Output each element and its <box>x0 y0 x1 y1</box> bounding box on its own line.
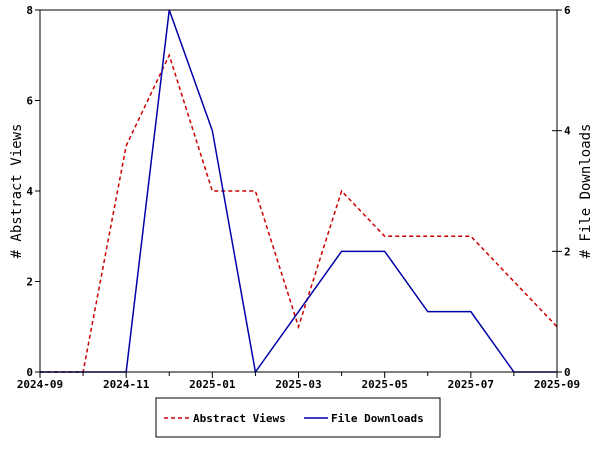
right-y-axis-ticks: 0 2 4 6 <box>552 4 571 379</box>
left-y-tick-label: 2 <box>26 276 33 289</box>
x-tick-label: 2025-09 <box>534 378 580 391</box>
legend-box <box>155 397 441 438</box>
left-y-tick-label: 0 <box>26 366 33 379</box>
x-tick-label: 2025-03 <box>275 378 321 391</box>
left-y-tick-label: 4 <box>26 185 33 198</box>
x-tick-label: 2024-11 <box>103 378 150 391</box>
legend-label-abstract-views: Abstract Views <box>193 412 286 425</box>
x-tick-label: 2024-09 <box>17 378 63 391</box>
x-tick-label: 2025-07 <box>448 378 494 391</box>
plot-area-frame <box>39 9 558 373</box>
x-tick-label: 2025-01 <box>189 378 236 391</box>
legend-label-file-downloads: File Downloads <box>331 412 424 425</box>
right-axis-title: # File Downloads <box>578 124 594 259</box>
left-axis-title: # Abstract Views <box>9 124 25 259</box>
right-y-tick-label: 0 <box>564 366 571 379</box>
legend: Abstract Views File Downloads <box>155 397 441 438</box>
series-line-abstract-views <box>40 53 558 373</box>
right-y-tick-label: 4 <box>564 125 571 138</box>
left-y-tick-label: 6 <box>26 95 33 108</box>
series-lines <box>40 9 558 374</box>
right-y-tick-label: 6 <box>564 4 571 17</box>
x-tick-label: 2025-05 <box>361 378 407 391</box>
right-y-tick-label: 2 <box>564 245 571 258</box>
left-y-axis-ticks: 0 2 4 6 8 <box>26 4 40 379</box>
x-axis-ticks: 2024-09 2024-11 2025-01 2025-03 2025-05 2025-… <box>17 372 580 391</box>
left-y-tick-label: 8 <box>26 4 33 17</box>
